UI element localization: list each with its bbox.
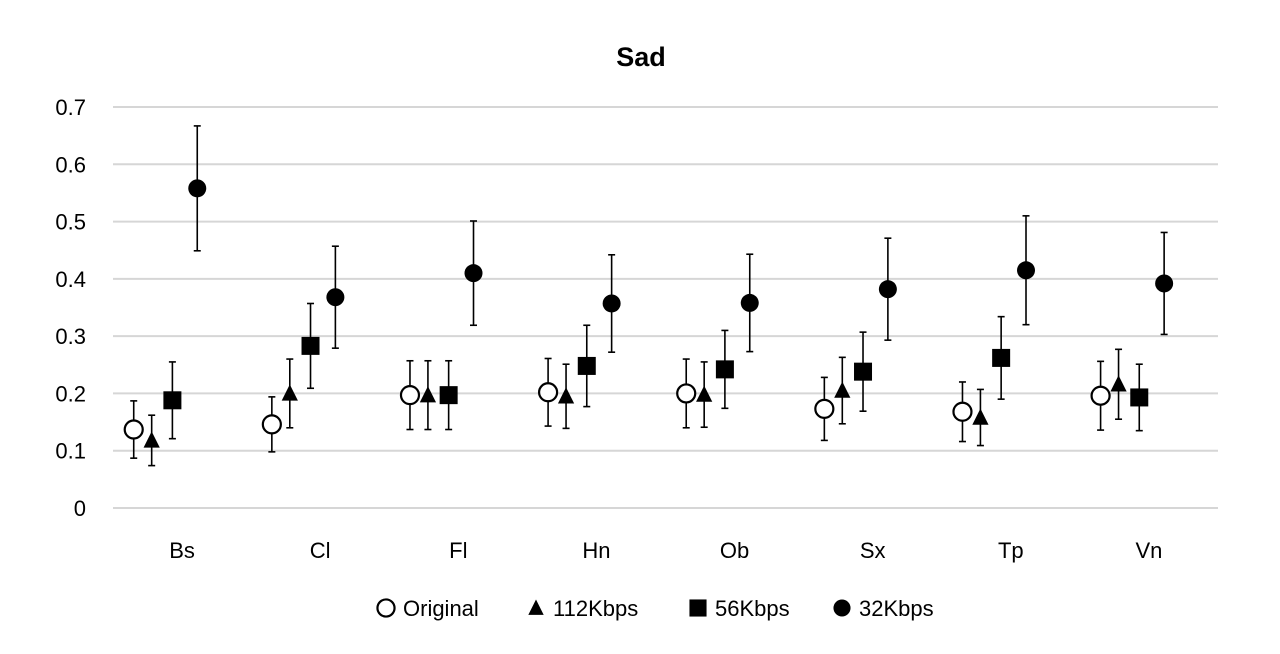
x-tick-label: Sx xyxy=(860,538,886,563)
data-point-original xyxy=(261,414,282,435)
data-point-112kbps xyxy=(834,381,851,398)
data-point-32kbps xyxy=(1155,274,1174,293)
legend-label: Original xyxy=(403,596,479,621)
legend-label: 112Kbps xyxy=(553,596,638,621)
data-point-112kbps xyxy=(143,431,160,448)
x-tick-label: Fl xyxy=(449,538,467,563)
x-axis-ticks: Bs Cl Fl Hn Ob Sx Tp Vn xyxy=(169,538,1162,563)
chart-title: Sad xyxy=(616,42,666,72)
legend-marker-56kbps xyxy=(689,599,707,617)
data-point-112kbps xyxy=(281,384,298,401)
y-tick-label: 0.3 xyxy=(55,324,86,349)
data-point-original xyxy=(676,383,697,404)
x-tick-label: Cl xyxy=(310,538,331,563)
data-point-original xyxy=(399,385,421,406)
data-point-original xyxy=(814,398,835,419)
data-point-original xyxy=(537,382,559,403)
y-tick-label: 0.5 xyxy=(55,210,86,235)
x-tick-label: Bs xyxy=(169,538,195,563)
y-tick-label: 0.1 xyxy=(55,439,86,464)
data-point-112kbps xyxy=(1110,375,1127,392)
x-tick-label: Ob xyxy=(720,538,749,563)
data-point-56kbps xyxy=(439,386,458,405)
data-point-32kbps xyxy=(602,294,621,313)
data-point-32kbps xyxy=(464,264,483,283)
y-axis-ticks: 0 0.1 0.2 0.3 0.4 0.5 0.6 0.7 xyxy=(55,95,86,521)
legend-marker-112kbps xyxy=(528,599,544,615)
data-point-32kbps xyxy=(326,288,345,307)
data-point-56kbps xyxy=(715,360,734,379)
data-point-56kbps xyxy=(992,348,1011,367)
data-point-32kbps xyxy=(188,179,207,198)
legend-label: 56Kbps xyxy=(715,596,790,621)
x-tick-label: Vn xyxy=(1135,538,1162,563)
data-point-original xyxy=(952,401,973,422)
legend-marker-32kbps xyxy=(833,599,851,617)
y-tick-label: 0 xyxy=(74,496,86,521)
y-tick-label: 0.4 xyxy=(55,267,86,292)
data-point-112kbps xyxy=(696,385,713,402)
data-point-32kbps xyxy=(878,280,897,299)
data-point-112kbps xyxy=(972,408,989,425)
y-tick-label: 0.7 xyxy=(55,95,86,120)
data-point-56kbps xyxy=(301,336,320,355)
data-point-56kbps xyxy=(854,362,873,381)
data-point-56kbps xyxy=(1130,388,1149,407)
y-tick-label: 0.2 xyxy=(55,381,86,406)
legend: Original 112Kbps 56Kbps 32Kbps xyxy=(376,596,934,621)
data-point-112kbps xyxy=(419,386,437,403)
data-point-56kbps xyxy=(163,391,182,410)
y-tick-label: 0.6 xyxy=(55,152,86,177)
x-tick-label: Tp xyxy=(998,538,1024,563)
gridlines xyxy=(113,106,1218,509)
data-point-original xyxy=(123,419,144,440)
data-point-original xyxy=(1090,385,1111,406)
data-point-56kbps xyxy=(577,356,596,375)
data-point-32kbps xyxy=(740,293,759,312)
data-point-32kbps xyxy=(1017,261,1036,280)
x-tick-label: Hn xyxy=(582,538,610,563)
legend-label: 32Kbps xyxy=(859,596,934,621)
legend-marker-original xyxy=(376,598,396,618)
data-point-112kbps xyxy=(557,387,575,404)
data-marks xyxy=(123,125,1174,467)
